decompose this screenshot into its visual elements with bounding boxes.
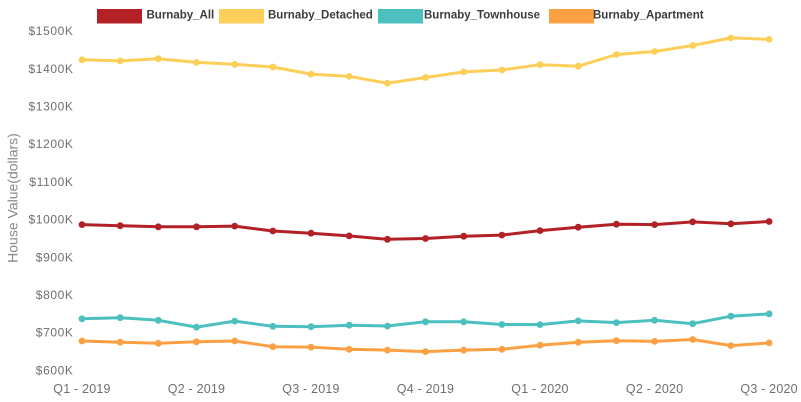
svg-text:$800K: $800K (36, 288, 74, 302)
svg-text:Burnaby_All: Burnaby_All (147, 9, 215, 21)
svg-text:Q1 - 2020: Q1 - 2020 (511, 382, 568, 396)
svg-text:House Value(dollars): House Value(dollars) (5, 133, 21, 263)
svg-text:$900K: $900K (36, 250, 74, 264)
svg-text:$1300K: $1300K (29, 100, 74, 114)
svg-text:Q4 - 2019: Q4 - 2019 (397, 382, 454, 396)
svg-text:$1000K: $1000K (29, 213, 74, 227)
svg-text:Q2 - 2020: Q2 - 2020 (626, 382, 683, 396)
svg-text:Burnaby_Detached: Burnaby_Detached (268, 9, 373, 21)
svg-text:Q3 - 2019: Q3 - 2019 (282, 382, 339, 396)
svg-text:Q1 - 2019: Q1 - 2019 (53, 382, 110, 396)
svg-text:$700K: $700K (36, 326, 74, 340)
svg-text:Q3 - 2020: Q3 - 2020 (740, 382, 797, 396)
svg-text:$1400K: $1400K (29, 62, 74, 76)
svg-text:Burnaby_Apartment: Burnaby_Apartment (593, 9, 704, 21)
svg-text:$1100K: $1100K (29, 175, 73, 189)
svg-text:$600K: $600K (36, 363, 74, 377)
svg-text:$1500K: $1500K (29, 24, 74, 38)
svg-text:Burnaby_Townhouse: Burnaby_Townhouse (424, 9, 540, 21)
svg-text:$1200K: $1200K (29, 137, 74, 151)
svg-text:Q2 - 2019: Q2 - 2019 (168, 382, 225, 396)
